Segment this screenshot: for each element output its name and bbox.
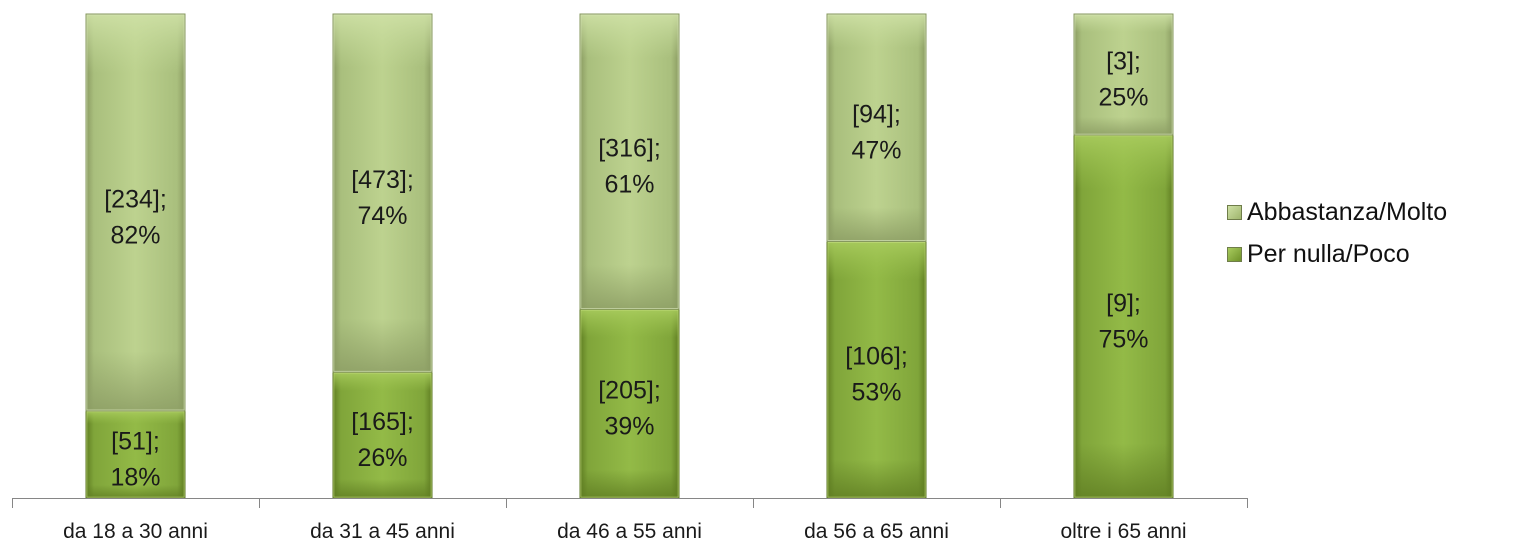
- data-label-abbastanza-molto-3-percent: 61%: [604, 171, 654, 199]
- data-label-abbastanza-molto-5-percent: 25%: [1098, 84, 1148, 112]
- bar-per-nulla-poco-1: [85, 410, 186, 499]
- data-label-per-nulla-poco-4-percent: 53%: [851, 379, 901, 407]
- bar-abbastanza-molto-1: [85, 13, 186, 412]
- x-tick-label-2: da 31 a 45 anni: [310, 520, 455, 543]
- data-label-per-nulla-poco-5-count: [9];: [1106, 290, 1141, 318]
- bar-abbastanza-molto-3: [579, 13, 680, 310]
- legend-swatch-per-nulla-poco: [1227, 246, 1242, 262]
- legend-item-abbastanza-molto: Abbastanza/Molto: [1227, 198, 1447, 226]
- data-label-abbastanza-molto-4-percent: 47%: [851, 137, 901, 165]
- chart-legend: Abbastanza/Molto Per nulla/Poco: [1227, 198, 1447, 282]
- data-label-per-nulla-poco-2-percent: 26%: [357, 444, 407, 472]
- data-label-per-nulla-poco-1-percent: 18%: [110, 463, 160, 491]
- bar-abbastanza-molto-2: [332, 13, 433, 373]
- data-label-abbastanza-molto-1-count: [234];: [104, 185, 167, 213]
- data-label-per-nulla-poco-4-count: [106];: [845, 343, 908, 371]
- data-label-abbastanza-molto-2-percent: 74%: [357, 202, 407, 230]
- bar-abbastanza-molto-5: [1073, 13, 1174, 136]
- x-tick-label-5: oltre i 65 anni: [1060, 520, 1186, 543]
- legend-swatch-abbastanza-molto: [1227, 204, 1242, 220]
- data-label-per-nulla-poco-2-count: [165];: [351, 408, 414, 436]
- data-label-abbastanza-molto-1-percent: 82%: [110, 221, 160, 249]
- data-label-abbastanza-molto-2-count: [473];: [351, 166, 414, 194]
- data-label-abbastanza-molto-4-count: [94];: [852, 101, 901, 129]
- bar-abbastanza-molto-4: [826, 13, 927, 242]
- legend-label-abbastanza-molto: Abbastanza/Molto: [1247, 197, 1448, 226]
- legend-label-per-nulla-poco: Per nulla/Poco: [1247, 239, 1410, 268]
- x-tick-label-3: da 46 a 55 anni: [557, 520, 702, 543]
- bar-per-nulla-poco-5: [1073, 134, 1174, 499]
- bar-per-nulla-poco-2: [332, 371, 433, 499]
- legend-item-per-nulla-poco: Per nulla/Poco: [1227, 240, 1447, 268]
- data-label-abbastanza-molto-5-count: [3];: [1106, 48, 1141, 76]
- data-label-per-nulla-poco-5-percent: 75%: [1098, 326, 1148, 354]
- data-label-per-nulla-poco-1-count: [51];: [111, 427, 160, 455]
- data-label-abbastanza-molto-3-count: [316];: [598, 135, 661, 163]
- data-label-per-nulla-poco-3-percent: 39%: [604, 413, 654, 441]
- x-tick-label-4: da 56 a 65 anni: [804, 520, 949, 543]
- bar-per-nulla-poco-3: [579, 308, 680, 499]
- x-tick-label-1: da 18 a 30 anni: [63, 520, 208, 543]
- data-label-per-nulla-poco-3-count: [205];: [598, 377, 661, 405]
